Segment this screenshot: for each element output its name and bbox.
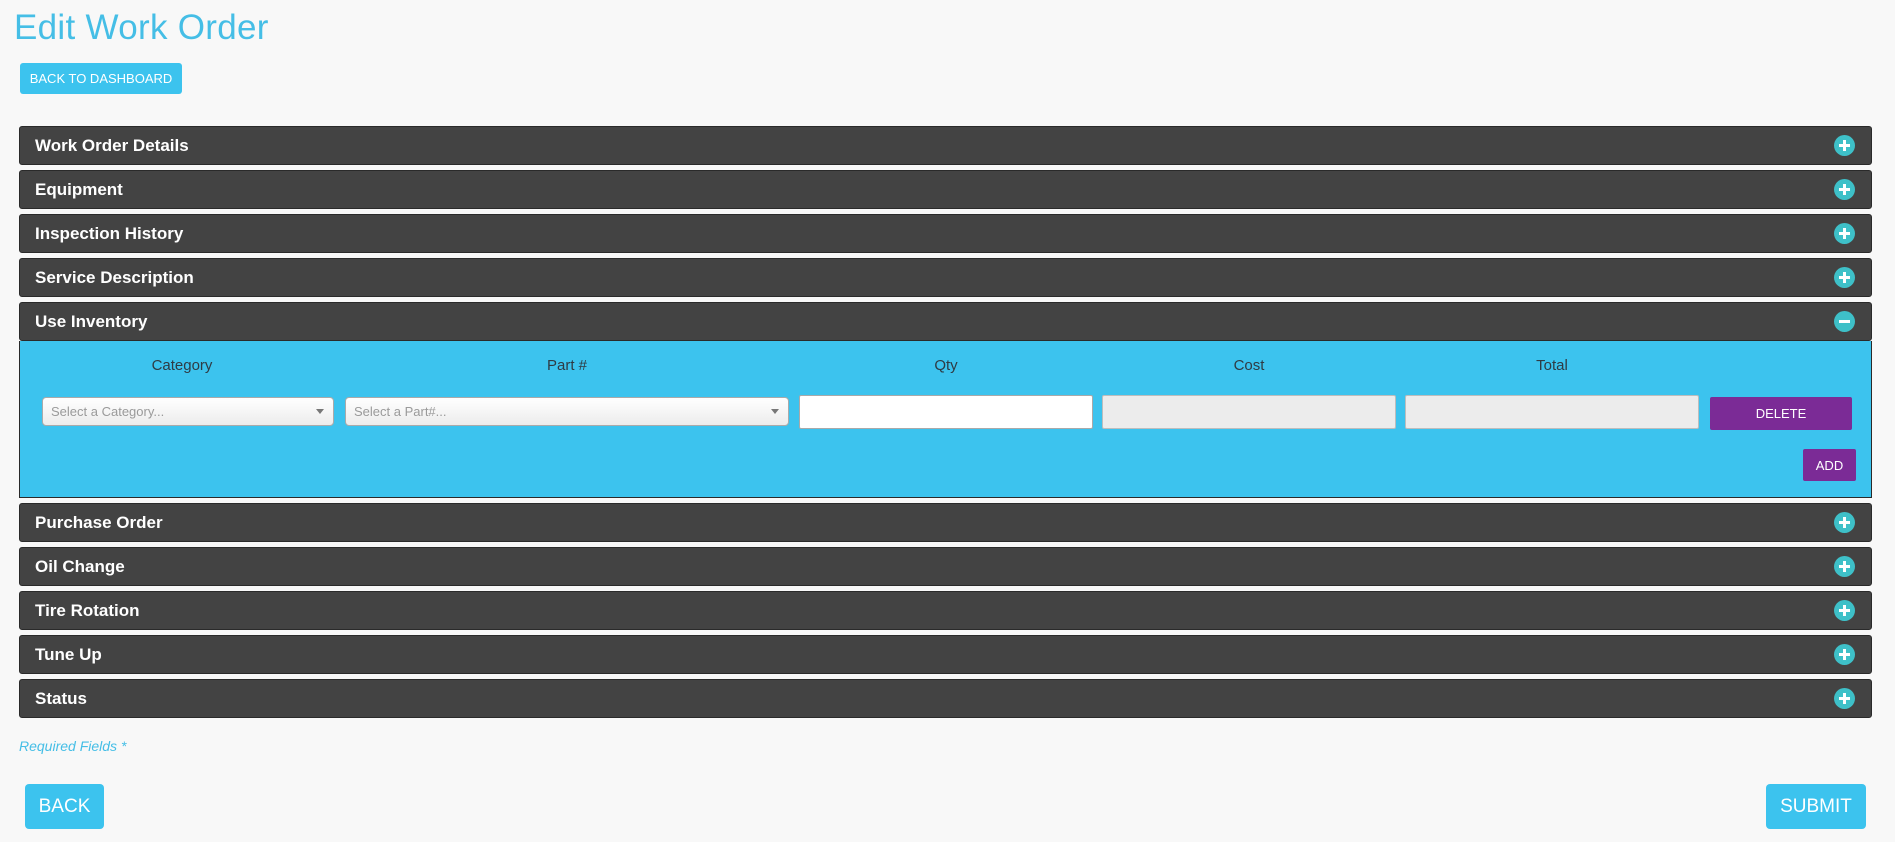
section-title: Work Order Details xyxy=(35,135,189,155)
plus-circle-icon[interactable] xyxy=(1834,267,1855,288)
column-header-category: Category xyxy=(151,357,213,374)
column-header-part: Part # xyxy=(546,357,588,374)
category-select[interactable]: Select a Category... xyxy=(42,397,334,426)
plus-circle-icon[interactable] xyxy=(1834,644,1855,665)
back-to-dashboard-button[interactable]: BACK TO DASHBOARD xyxy=(20,63,182,94)
chevron-down-icon xyxy=(316,409,324,414)
section-inspection-history[interactable]: Inspection History xyxy=(19,214,1872,253)
required-fields-note: Required Fields * xyxy=(19,738,127,754)
section-title: Tire Rotation xyxy=(35,600,140,620)
section-tire-rotation[interactable]: Tire Rotation xyxy=(19,591,1872,630)
plus-circle-icon[interactable] xyxy=(1834,688,1855,709)
plus-circle-icon[interactable] xyxy=(1834,179,1855,200)
section-title: Oil Change xyxy=(35,556,125,576)
back-button[interactable]: BACK xyxy=(25,784,104,829)
section-tune-up[interactable]: Tune Up xyxy=(19,635,1872,674)
qty-input[interactable] xyxy=(799,395,1093,429)
plus-circle-icon[interactable] xyxy=(1834,135,1855,156)
section-purchase-order[interactable]: Purchase Order xyxy=(19,503,1872,542)
section-title: Inspection History xyxy=(35,223,184,243)
page-title: Edit Work Order xyxy=(14,8,269,47)
submit-button[interactable]: SUBMIT xyxy=(1766,784,1866,829)
section-service-description[interactable]: Service Description xyxy=(19,258,1872,297)
section-title: Equipment xyxy=(35,179,123,199)
part-select[interactable]: Select a Part#... xyxy=(345,397,789,426)
section-status[interactable]: Status xyxy=(19,679,1872,718)
delete-row-button[interactable]: DELETE xyxy=(1710,397,1852,430)
section-title: Service Description xyxy=(35,267,194,287)
section-title: Tune Up xyxy=(35,644,102,664)
section-use-inventory[interactable]: Use Inventory xyxy=(19,302,1872,341)
plus-circle-icon[interactable] xyxy=(1834,600,1855,621)
section-work-order-details[interactable]: Work Order Details xyxy=(19,126,1872,165)
column-header-cost: Cost xyxy=(1233,357,1265,374)
section-oil-change[interactable]: Oil Change xyxy=(19,547,1872,586)
cost-field xyxy=(1102,395,1396,429)
plus-circle-icon[interactable] xyxy=(1834,223,1855,244)
section-title: Purchase Order xyxy=(35,512,163,532)
section-equipment[interactable]: Equipment xyxy=(19,170,1872,209)
add-row-button[interactable]: ADD xyxy=(1803,449,1856,481)
part-select-placeholder: Select a Part#... xyxy=(354,404,447,419)
column-header-total: Total xyxy=(1536,357,1568,374)
plus-circle-icon[interactable] xyxy=(1834,512,1855,533)
plus-circle-icon[interactable] xyxy=(1834,556,1855,577)
column-header-qty: Qty xyxy=(934,357,958,374)
category-select-placeholder: Select a Category... xyxy=(51,404,165,419)
total-field xyxy=(1405,395,1699,429)
section-title: Use Inventory xyxy=(35,311,148,331)
minus-circle-icon[interactable] xyxy=(1834,311,1855,332)
chevron-down-icon xyxy=(771,409,779,414)
section-title: Status xyxy=(35,688,87,708)
use-inventory-panel: Category Part # Qty Cost Total Select a … xyxy=(19,341,1872,498)
